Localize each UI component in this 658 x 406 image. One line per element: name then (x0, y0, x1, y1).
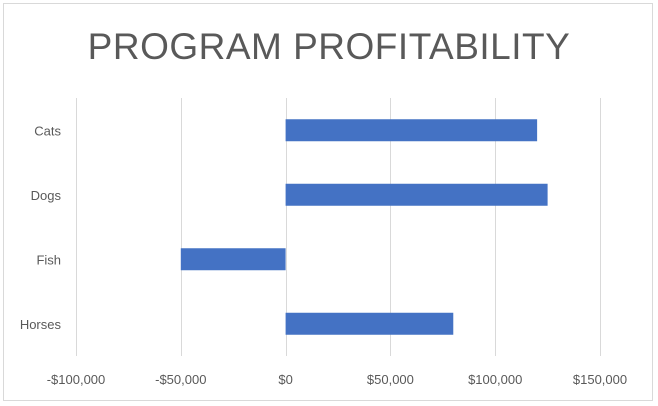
bar-cats (285, 119, 538, 142)
bar-dogs (285, 183, 548, 206)
x-tick-label: -$100,000 (47, 372, 106, 387)
x-tick-label: $100,000 (468, 372, 522, 387)
bar-horses (285, 312, 454, 335)
x-tick-label: $150,000 (573, 372, 627, 387)
category-label-cats: Cats (34, 123, 61, 138)
category-label-dogs: Dogs (31, 188, 62, 203)
category-label-fish: Fish (36, 252, 61, 267)
category-label-horses: Horses (20, 317, 62, 332)
bar-fish (180, 248, 286, 271)
x-tick-label: $50,000 (367, 372, 414, 387)
chart-title: PROGRAM PROFITABILITY (87, 26, 571, 67)
x-tick-label: -$50,000 (155, 372, 206, 387)
x-tick-label: $0 (278, 372, 292, 387)
